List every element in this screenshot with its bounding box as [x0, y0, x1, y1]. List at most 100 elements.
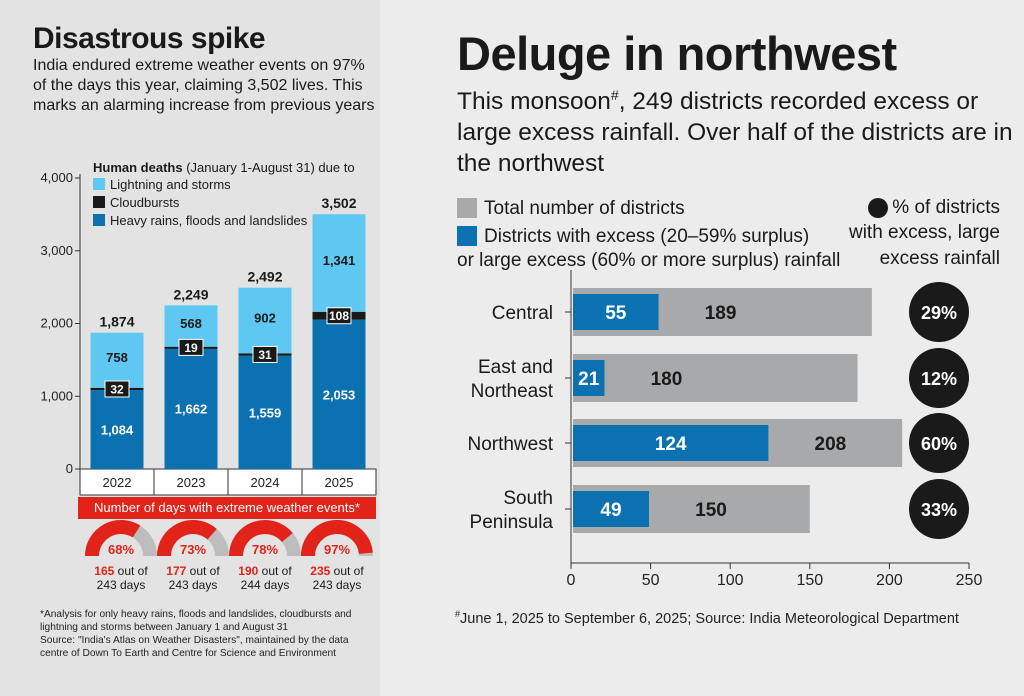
category-label-south-peninsula-0: South — [503, 488, 553, 509]
gauge-percent-1: 73% — [180, 542, 206, 557]
x-tick-label-200: 200 — [876, 572, 903, 589]
label-lightning-2025: 1,341 — [323, 253, 356, 268]
gauge-of-2025: 243 days — [312, 578, 362, 592]
label-heavy-rains-2024: 1,559 — [249, 405, 282, 420]
legend-label-lightning: Lightning and storms — [110, 177, 231, 192]
label-cloudbursts-2022: 32 — [110, 382, 124, 396]
label-lightning-2022: 758 — [106, 350, 128, 365]
label-total-central: 189 — [705, 303, 737, 324]
category-label-south-peninsula-1: Peninsula — [470, 512, 554, 533]
right-description-post: , 249 districts recorded excess or large… — [457, 88, 1013, 178]
extreme-days-gauges: 68% 73% 78% 97% — [85, 520, 373, 557]
gauge-days-2025: 235 — [310, 564, 331, 578]
right-footnote-mark: # — [455, 609, 461, 619]
bar-lightning-2024 — [238, 287, 292, 354]
label-excess-northwest: 124 — [655, 434, 687, 455]
legend-label-percent-2: with excess, large — [848, 222, 1000, 243]
label-lightning-2023: 568 — [180, 316, 202, 331]
label-total-northwest: 208 — [815, 434, 847, 455]
deaths-stacked-bar-chart: 0 1,000 2,000 3,000 4,000 2022 1,084 32 758 1,874… — [40, 170, 377, 496]
gauge-caption-2025: 235 out of 243 days — [302, 564, 372, 592]
right-description-pre: This monsoon — [457, 88, 611, 116]
label-lightning-2024: 902 — [254, 311, 276, 326]
label-total-south-peninsula: 150 — [695, 500, 727, 521]
legend-label-percent-3: excess rainfall — [879, 248, 1000, 269]
label-heavy-rains-2023: 1,662 — [175, 402, 208, 417]
gauge-of-2023: 243 days — [168, 578, 218, 592]
label-excess-east-and-northeast: 21 — [578, 369, 600, 390]
label-total-2025: 3,502 — [321, 195, 356, 211]
region-horizontal-bar-chart: 0 50 100 150 200 250 Central 55 189 29% East and No… — [467, 270, 982, 589]
legend-swatch-excess — [457, 226, 477, 246]
bar-excess-northwest — [573, 425, 769, 461]
left-description: India endured extreme weather events on … — [33, 57, 375, 114]
y-tick-label-3000: 3,000 — [40, 243, 73, 258]
legend-label-cloudbursts: Cloudbursts — [110, 195, 180, 210]
legend-label-excess-1: Districts with excess (20–59% surplus) — [484, 226, 810, 247]
gauge-days-2024: 190 — [238, 564, 259, 578]
label-excess-south-peninsula: 49 — [600, 500, 621, 521]
label-box-cloudbursts-2024 — [252, 345, 278, 363]
category-label-east-and-northeast-0: East and — [478, 357, 553, 378]
y-tick-label-4000: 4,000 — [40, 170, 73, 185]
y-tick-label-2000: 2,000 — [40, 316, 73, 331]
gauge-percent-2: 78% — [252, 542, 278, 557]
x-tick-label-2025: 2025 — [325, 475, 354, 490]
label-total-2024: 2,492 — [247, 269, 282, 285]
gauge-of-2022: 243 days — [96, 578, 146, 592]
label-total-2023: 2,249 — [173, 286, 208, 302]
bar-total-east-and-northeast — [573, 354, 858, 402]
left-title: Disastrous spike — [33, 22, 266, 55]
gauge-caption-2022: 165 out of 243 days — [86, 564, 156, 592]
label-heavy-rains-2022: 1,084 — [101, 423, 134, 438]
label-cloudbursts-2025: 108 — [329, 309, 349, 323]
right-footnote: #June 1, 2025 to September 6, 2025; Sour… — [455, 609, 959, 627]
legend-label-percent-1: % of districts — [892, 197, 1000, 218]
right-description: This monsoon#, 249 districts recorded ex… — [457, 80, 1017, 179]
gauge-outof-2022: out of — [114, 564, 148, 578]
category-label-east-and-northeast-1: Northeast — [471, 381, 554, 402]
gauge-fill-0 — [85, 520, 141, 557]
percent-circle-south-peninsula — [909, 479, 969, 539]
gauge-of-2024: 244 days — [240, 578, 290, 592]
gauge-caption-2023: 177 out of 243 days — [158, 564, 228, 592]
gauge-caption-2024: 190 out of 244 days — [230, 564, 300, 592]
label-total-2022: 1,874 — [99, 314, 134, 330]
x-tick-label-150: 150 — [796, 572, 823, 589]
right-title: Deluge in northwest — [457, 27, 897, 80]
gauge-outof-2023: out of — [186, 564, 220, 578]
x-tick-label-2024: 2024 — [251, 475, 280, 490]
left-footnote: *Analysis for only heavy rains, floods a… — [40, 608, 370, 660]
label-box-cloudbursts-2022 — [104, 380, 130, 398]
x-tick-label-50: 50 — [642, 572, 660, 589]
percent-label-central: 29% — [921, 303, 957, 323]
label-box-cloudbursts-2023 — [178, 338, 204, 356]
y-tick-label-1000: 1,000 — [40, 388, 73, 403]
left-footnote-analysis: *Analysis for only heavy rains, floods a… — [40, 609, 352, 633]
bar-excess-south-peninsula — [573, 491, 650, 527]
gauge-days-2022: 165 — [94, 564, 115, 578]
gauge-outof-2025: out of — [330, 564, 364, 578]
gauge-outof-2024: out of — [258, 564, 292, 578]
gauge-fill-1 — [157, 520, 217, 557]
extreme-days-banner: Number of days with extreme weather even… — [78, 497, 376, 519]
deaths-legend-title-rest: (January 1-August 31) due to — [182, 160, 355, 175]
label-cloudbursts-2024: 31 — [258, 348, 272, 362]
left-footnote-source: Source: "India's Atlas on Weather Disast… — [40, 635, 349, 659]
bar-heavy-rains-2022 — [90, 390, 144, 469]
percent-circle-central — [909, 282, 969, 342]
legend-label-total: Total number of districts — [484, 198, 685, 219]
gauge-percent-0: 68% — [108, 542, 134, 557]
legend-swatch-heavy-rains — [93, 214, 105, 226]
legend-label-excess-2: or large excess (60% or more surplus) ra… — [457, 250, 841, 271]
deaths-legend-title: Human deaths (January 1-August 31) due t… — [93, 160, 355, 175]
label-box-cloudbursts-2025 — [326, 307, 352, 325]
label-heavy-rains-2025: 2,053 — [323, 387, 356, 402]
bar-excess-central — [573, 294, 659, 330]
gauge-days-2023: 177 — [166, 564, 187, 578]
label-excess-central: 55 — [605, 303, 627, 324]
percent-label-east-and-northeast: 12% — [921, 369, 957, 389]
right-description-mark: # — [610, 87, 619, 103]
bar-lightning-2022 — [90, 332, 144, 388]
y-tick-label-0: 0 — [66, 461, 73, 476]
